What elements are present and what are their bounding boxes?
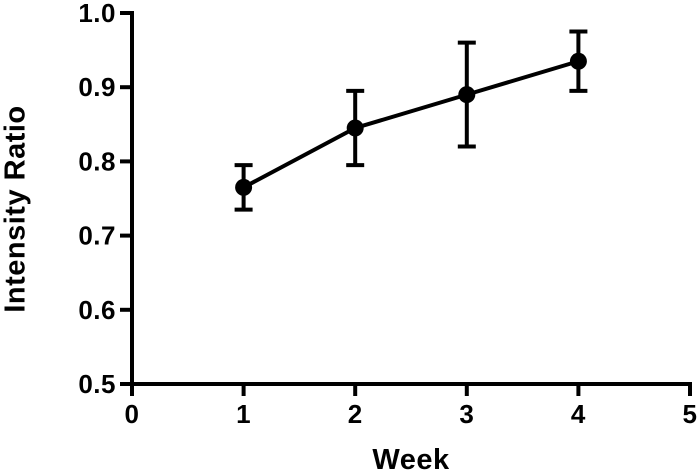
y-tick-label: 0.7 — [78, 221, 116, 251]
x-tick-label: 5 — [683, 399, 698, 429]
data-point — [346, 119, 364, 137]
data-point — [569, 52, 587, 70]
data-line — [242, 59, 579, 190]
x-axis-title: Week — [372, 444, 450, 471]
data-point — [458, 86, 476, 104]
x-tick-label: 3 — [459, 399, 474, 429]
y-tick-label: 0.9 — [78, 72, 116, 102]
y-axis-title: Intensity Ratio — [0, 105, 32, 313]
x-tick-label: 1 — [236, 399, 251, 429]
y-tick-label: 0.5 — [78, 369, 116, 399]
x-tick-label: 0 — [125, 399, 140, 429]
x-tick-label: 4 — [571, 399, 586, 429]
y-tick-label: 1.0 — [78, 0, 116, 28]
y-tick-label: 0.8 — [78, 146, 116, 176]
data-point — [235, 178, 253, 196]
x-tick-label: 2 — [348, 399, 363, 429]
y-tick-label: 0.6 — [78, 295, 116, 325]
